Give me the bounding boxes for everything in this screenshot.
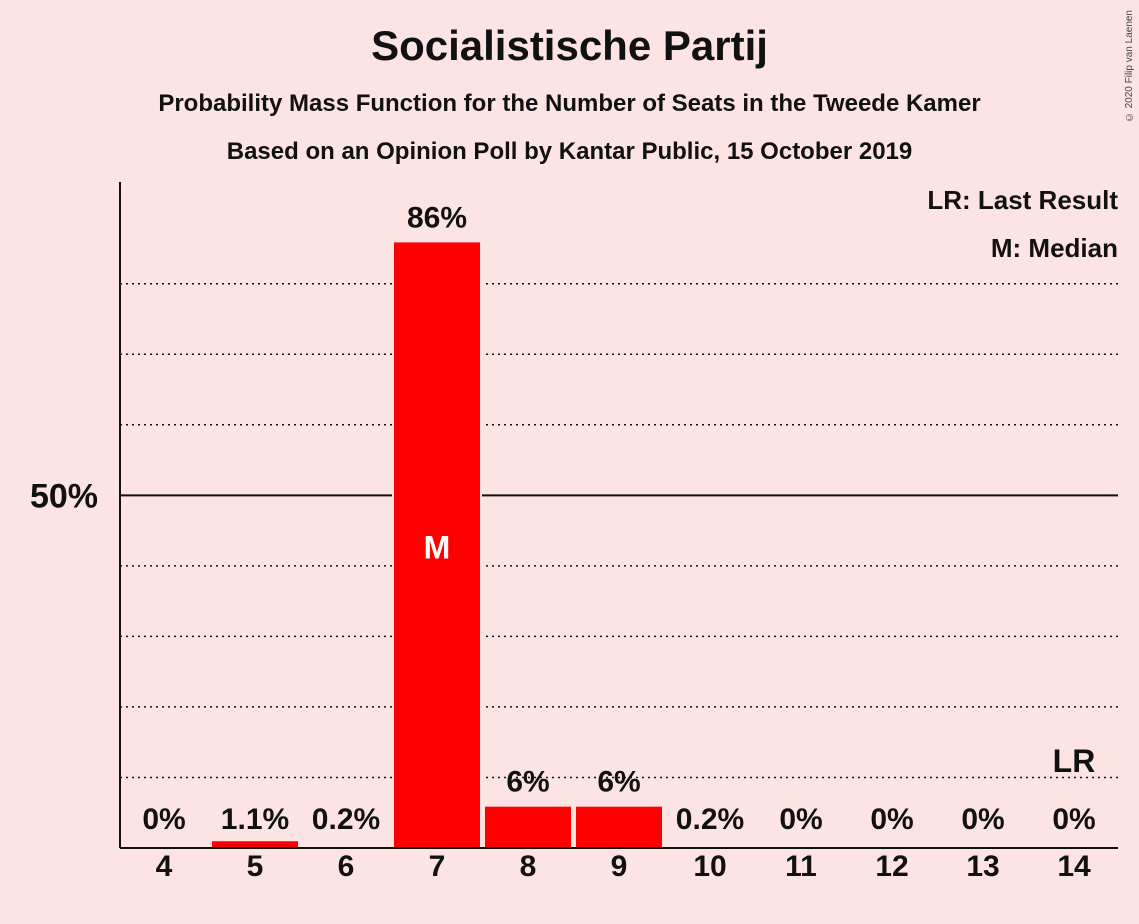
last-result-marker: LR xyxy=(1053,743,1096,779)
bar xyxy=(210,839,300,850)
x-tick-label: 9 xyxy=(611,850,628,883)
data-label: 6% xyxy=(506,766,549,799)
data-label: 6% xyxy=(597,766,640,799)
median-marker: M xyxy=(424,529,451,565)
y-tick-label: 50% xyxy=(30,477,98,515)
legend-median: M: Median xyxy=(991,233,1118,263)
data-label: 0% xyxy=(779,803,822,836)
x-tick-label: 8 xyxy=(520,850,537,883)
data-label: 0.2% xyxy=(312,803,380,836)
data-label: 0% xyxy=(1052,803,1095,836)
chart-title: Socialistische Partij xyxy=(371,22,768,69)
bar xyxy=(392,240,482,849)
x-tick-label: 4 xyxy=(156,850,173,883)
x-tick-label: 13 xyxy=(966,850,999,883)
data-label: 1.1% xyxy=(221,803,289,836)
x-tick-label: 12 xyxy=(875,850,908,883)
data-label: 86% xyxy=(407,201,467,234)
data-label: 0% xyxy=(961,803,1004,836)
chart-subtitle-source: Based on an Opinion Poll by Kantar Publi… xyxy=(226,138,913,165)
x-tick-label: 10 xyxy=(693,850,726,883)
x-tick-label: 14 xyxy=(1057,850,1091,883)
x-tick-label: 6 xyxy=(338,850,355,883)
data-label: 0% xyxy=(142,803,185,836)
x-tick-label: 5 xyxy=(247,850,264,883)
data-label: 0.2% xyxy=(676,803,744,836)
legend-last-result: LR: Last Result xyxy=(927,185,1118,215)
x-tick-label: 7 xyxy=(429,850,446,883)
chart-subtitle: Probability Mass Function for the Number… xyxy=(158,90,981,117)
bar xyxy=(574,804,664,849)
data-label: 0% xyxy=(870,803,913,836)
x-tick-label: 11 xyxy=(785,850,817,883)
bar xyxy=(483,804,573,849)
